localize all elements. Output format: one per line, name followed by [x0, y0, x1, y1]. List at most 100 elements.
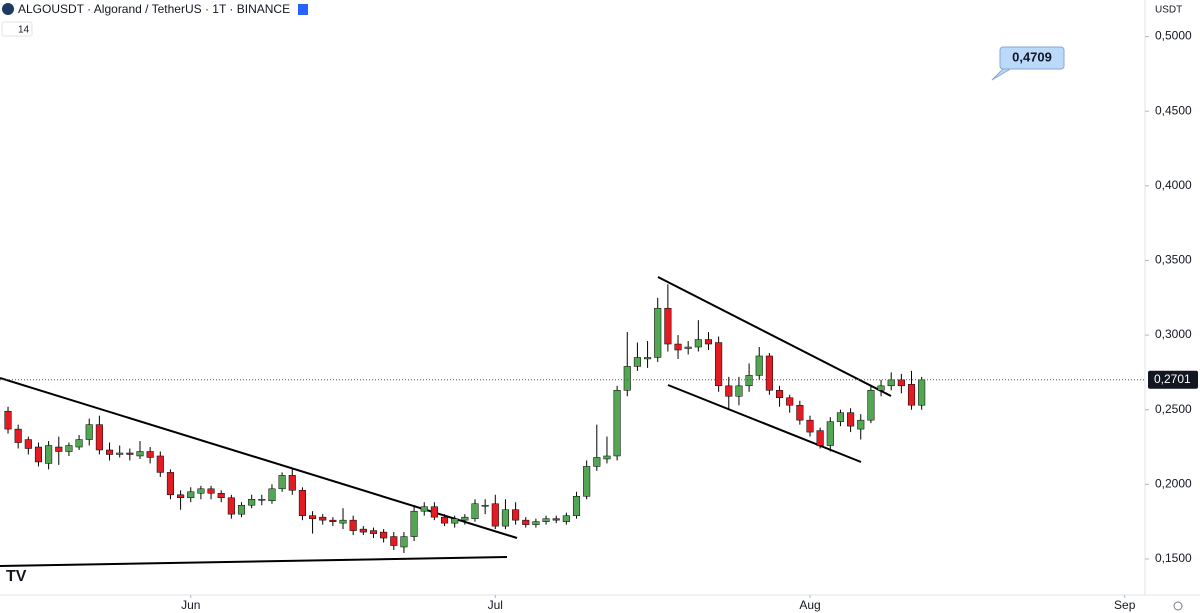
- candle-body: [268, 488, 276, 501]
- trend-line: [657, 276, 892, 397]
- y-tick-label: 0,5000: [1155, 29, 1192, 43]
- x-tick-label: Sep: [1114, 598, 1136, 612]
- candle-body: [735, 385, 743, 397]
- y-tick-label: 0,3000: [1155, 327, 1192, 341]
- candle-body: [45, 445, 53, 464]
- x-tick-label: Jul: [488, 598, 503, 612]
- candle-body: [572, 496, 581, 516]
- symbol-icon: [2, 3, 14, 15]
- candle-body: [430, 506, 438, 518]
- candle-body: [55, 446, 63, 452]
- candle-body: [217, 493, 225, 499]
- candle-body: [34, 446, 43, 463]
- candle-body: [491, 503, 499, 527]
- indicator-value: 14: [18, 25, 30, 36]
- logo: TV: [6, 568, 27, 585]
- candle-body: [552, 518, 560, 521]
- candle-body: [14, 428, 22, 443]
- candle-body: [775, 390, 784, 399]
- candle-body: [512, 509, 520, 521]
- candle-body: [532, 521, 540, 525]
- candle-body: [542, 518, 550, 522]
- candle-body: [644, 357, 652, 360]
- candle-body: [562, 515, 570, 522]
- currency-menu[interactable]: USDT: [1155, 5, 1182, 16]
- candle-body: [105, 449, 114, 455]
- candle-body: [85, 424, 93, 440]
- candle-body: [207, 488, 215, 494]
- candle-body: [654, 307, 662, 358]
- candle-body: [826, 421, 834, 446]
- candle-body: [298, 490, 306, 516]
- callout-box: [999, 46, 1065, 70]
- callout-label: 0,4709: [1012, 49, 1052, 64]
- indicator-toggle[interactable]: [1, 21, 33, 37]
- candle-body: [440, 516, 449, 524]
- candle-body: [95, 424, 103, 451]
- candle-body: [420, 506, 428, 512]
- candle-body: [65, 445, 73, 452]
- candle-body: [197, 488, 205, 494]
- candle-body: [918, 379, 926, 406]
- candle-body: [187, 491, 195, 499]
- y-tick-label: 0,2000: [1155, 477, 1192, 491]
- candle-body: [684, 346, 692, 349]
- candle-body: [501, 509, 509, 527]
- candle-body: [786, 397, 794, 406]
- candle-body: [309, 515, 317, 519]
- candle-body: [75, 439, 83, 448]
- candle-body: [471, 503, 479, 519]
- y-tick-label: 0,4000: [1155, 178, 1192, 192]
- candle-body: [715, 342, 723, 387]
- candle-body: [694, 339, 702, 348]
- candle-body: [796, 404, 804, 421]
- candle-body: [146, 451, 154, 458]
- candle-body: [24, 439, 32, 449]
- candle-body: [623, 366, 631, 391]
- candle-body: [461, 516, 469, 521]
- candle-body: [867, 390, 875, 421]
- candle-body: [369, 530, 378, 534]
- candle-body: [897, 379, 905, 387]
- last-price-box: [1148, 370, 1198, 389]
- flag-icon: [298, 4, 308, 15]
- candle-body: [633, 357, 641, 367]
- candle-body: [349, 519, 357, 531]
- y-tick-label: 0,2500: [1155, 402, 1192, 416]
- candle-body: [136, 451, 144, 457]
- candle-body: [116, 452, 124, 455]
- candle-body: [847, 412, 855, 427]
- candle-body: [177, 494, 185, 499]
- y-tick-label: 0,1500: [1155, 551, 1192, 565]
- x-tick-label: Aug: [799, 598, 820, 612]
- candle-body: [857, 419, 865, 430]
- candle-body: [227, 497, 235, 515]
- candle-body: [451, 518, 459, 524]
- candle-body: [329, 519, 337, 522]
- candle-body: [166, 472, 174, 496]
- y-tick-label: 0,3500: [1155, 253, 1192, 267]
- candle-body: [725, 385, 733, 397]
- candle-body: [156, 455, 164, 473]
- candle-body: [745, 375, 753, 387]
- trend-line: [0, 377, 518, 539]
- candle-body: [278, 475, 286, 490]
- settings-icon[interactable]: [1173, 601, 1183, 611]
- last-price-label: 0,2701: [1154, 372, 1191, 386]
- symbol-title: ALGOUSDT · Algorand / TetherUS · 1T · BI…: [18, 2, 290, 16]
- candle-body: [806, 419, 814, 433]
- candle-body: [704, 339, 713, 345]
- candle-body: [410, 510, 418, 537]
- candle-body: [237, 504, 246, 515]
- candle-body: [765, 355, 773, 391]
- candle-body: [248, 499, 256, 506]
- candle-body: [400, 536, 408, 548]
- candle-body: [4, 410, 12, 430]
- candle-body: [380, 531, 388, 539]
- candle-body: [359, 528, 367, 533]
- candle-body: [603, 455, 611, 460]
- candle-body: [126, 452, 134, 455]
- candle-body: [907, 384, 916, 406]
